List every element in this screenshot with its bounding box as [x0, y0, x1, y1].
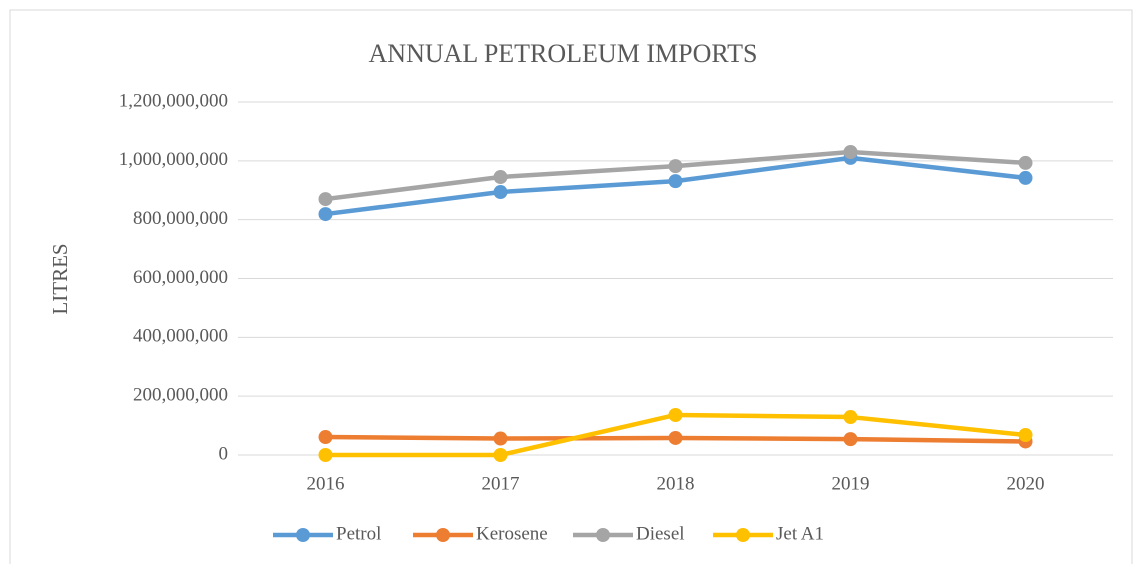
x-tick-label: 2018 — [657, 473, 695, 494]
data-point — [668, 174, 683, 189]
y-tick-label: 600,000,000 — [133, 267, 228, 288]
data-point — [318, 207, 333, 222]
data-point — [318, 430, 333, 445]
y-tick-label: 400,000,000 — [133, 326, 228, 347]
data-point — [493, 431, 508, 446]
y-tick-label: 1,000,000,000 — [119, 149, 228, 170]
data-point — [1018, 155, 1033, 170]
data-point — [843, 432, 858, 447]
data-point — [493, 448, 508, 462]
data-point — [668, 407, 683, 422]
data-point — [493, 170, 508, 185]
y-tick-label: 800,000,000 — [133, 208, 228, 229]
y-tick-label: 200,000,000 — [133, 385, 228, 406]
x-tick-label: 2017 — [482, 473, 520, 494]
legend-label: Petrol — [336, 523, 381, 544]
data-point — [318, 448, 333, 462]
legend-label: Diesel — [636, 523, 685, 544]
data-point — [1018, 427, 1033, 442]
y-axis-label: LITRES — [48, 243, 72, 314]
data-point — [843, 410, 858, 425]
legend-label: Jet A1 — [776, 523, 824, 544]
x-tick-label: 2020 — [1007, 473, 1045, 494]
y-tick-label: 1,200,000,000 — [119, 90, 228, 111]
legend-marker — [436, 528, 450, 542]
data-point — [668, 159, 683, 174]
data-point — [1018, 170, 1033, 185]
data-point — [493, 185, 508, 200]
x-tick-label: 2016 — [307, 473, 345, 494]
chart-title: ANNUAL PETROLEUM IMPORTS — [369, 39, 758, 68]
legend-marker — [296, 528, 310, 542]
legend-marker — [736, 528, 750, 542]
legend-label: Kerosene — [476, 523, 548, 544]
x-tick-label: 2019 — [832, 473, 870, 494]
data-point — [843, 145, 858, 160]
y-tick-label: 0 — [219, 443, 229, 464]
legend-marker — [596, 528, 610, 542]
data-point — [318, 192, 333, 207]
data-point — [668, 430, 683, 445]
